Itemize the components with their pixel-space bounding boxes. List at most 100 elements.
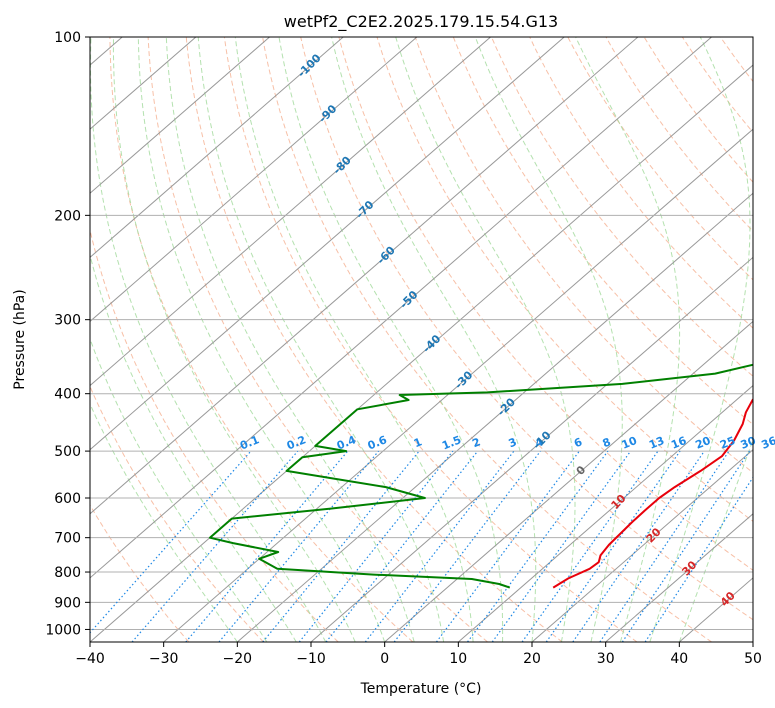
mixing-ratio-line	[218, 450, 380, 642]
line-labels: 0.1 0.2 0.4 0.6 1 1.5 2 3 4 6 8 10 13 16 20 25 30 36-100-…	[238, 51, 775, 609]
isotherm-line	[458, 384, 753, 642]
dry-adiabat	[376, 37, 753, 522]
dry-adiabat	[643, 37, 753, 183]
mixing-ratio-line	[491, 450, 632, 642]
dewpoint-line	[208, 363, 753, 589]
dry-adiabat	[414, 37, 753, 474]
mixing-ratio-line	[521, 450, 659, 642]
isotherm-line	[90, 37, 712, 579]
moist-adiabat	[90, 37, 327, 642]
dry-adiabat	[759, 37, 775, 642]
dry-adiabat	[90, 504, 190, 642]
mixing-ratio-label: 2	[470, 435, 482, 450]
x-tick-label: −20	[223, 651, 253, 667]
moist-adiabat	[474, 37, 623, 642]
temperature-line	[552, 398, 753, 589]
mixing-ratio-label: 13	[647, 434, 666, 452]
mixing-ratio-label: 20	[693, 434, 712, 452]
axis-ticks: −40 −30 −20 −10 0 10 20 30 40 5010020030040050060…	[45, 30, 762, 667]
y-tick-label: 400	[54, 387, 81, 403]
dry-adiabat	[681, 37, 753, 134]
isotherm-line	[90, 37, 197, 130]
mixing-ratio-line	[644, 476, 753, 642]
plot-frame	[89, 36, 754, 643]
mixing-ratio-label: 30	[739, 434, 758, 452]
y-tick-label: 900	[54, 595, 81, 611]
mixing-ratio-label: 0.1	[238, 433, 261, 452]
isotherm-line	[90, 37, 344, 259]
dry-adiabat	[185, 37, 563, 642]
isotherm-line	[531, 449, 753, 642]
y-tick-label: 700	[54, 531, 81, 547]
moist-adiabat	[395, 37, 576, 642]
isotherm-line	[384, 320, 753, 642]
moist-adiabat	[575, 37, 681, 642]
background-lines	[90, 37, 775, 642]
dry-adiabat	[338, 37, 753, 571]
dry-adiabat	[567, 37, 753, 281]
mixing-ratio-label: 25	[718, 434, 737, 452]
dry-adiabat	[262, 37, 712, 642]
mixing-ratio-line	[262, 450, 420, 642]
mixing-ratio-label: 6	[572, 435, 584, 450]
isotherm-line	[310, 256, 753, 642]
isotherm-line	[237, 192, 753, 642]
isotherm-line	[90, 64, 753, 642]
x-tick-label: 20	[523, 651, 541, 667]
moist-adiabat	[197, 37, 445, 642]
x-tick-label: −30	[149, 651, 179, 667]
x-tick-label: −10	[296, 651, 326, 667]
mixing-ratio-label: 0.2	[285, 433, 308, 452]
x-tick-label: 40	[670, 651, 688, 667]
mixing-ratio-line	[298, 450, 454, 642]
mixing-ratio-line	[435, 450, 580, 642]
x-tick-label: 50	[744, 651, 762, 667]
y-tick-label: 500	[54, 444, 81, 460]
y-tick-label: 300	[54, 313, 81, 329]
dry-adiabat	[90, 227, 339, 642]
y-tick-label: 800	[54, 565, 81, 581]
moist-adiabat	[112, 37, 356, 642]
mixing-ratio-line	[545, 450, 681, 642]
isotherm-line	[90, 37, 639, 515]
mixing-ratio-line	[467, 450, 609, 642]
mixing-ratio-line	[599, 450, 730, 642]
moist-adiabat	[649, 37, 751, 642]
isotherm-line	[90, 37, 418, 323]
moist-adiabat	[90, 402, 238, 642]
sounding-lines	[208, 363, 753, 589]
y-tick-label: 100	[54, 30, 81, 46]
x-axis-label: Temperature (°C)	[360, 681, 482, 697]
isotherm-line	[90, 37, 565, 451]
mixing-ratio-line	[90, 450, 252, 634]
dry-adiabat	[147, 37, 488, 642]
mixing-ratio-line	[364, 450, 515, 642]
dry-adiabat	[605, 37, 753, 232]
x-tick-label: −40	[75, 651, 105, 667]
y-tick-label: 600	[54, 491, 81, 507]
x-tick-label: 10	[449, 651, 467, 667]
isotherm-line	[90, 37, 491, 387]
isotherm-line	[90, 37, 270, 194]
mixing-ratio-label: 1	[412, 435, 424, 450]
mixing-ratio-label: 3	[507, 435, 519, 450]
dry-adiabat	[719, 37, 753, 83]
moist-adiabat	[678, 438, 753, 642]
mixing-ratio-line	[185, 450, 349, 642]
moist-adiabat	[278, 37, 504, 642]
moist-adiabat	[90, 253, 297, 642]
mixing-ratio-label: 16	[669, 434, 688, 452]
y-axis-label: Pressure (hPa)	[12, 289, 28, 389]
mixing-ratio-label: 36	[759, 434, 775, 452]
y-tick-label: 200	[54, 208, 81, 224]
mixing-ratio-label: 0.6	[366, 433, 389, 452]
dry-adiabat	[300, 37, 753, 621]
x-tick-label: 30	[597, 651, 615, 667]
isotherm-line	[163, 128, 753, 642]
moist-adiabat	[331, 37, 537, 642]
x-tick-label: 0	[380, 651, 389, 667]
moist-adiabat	[90, 337, 268, 642]
moist-adiabat	[137, 37, 386, 642]
